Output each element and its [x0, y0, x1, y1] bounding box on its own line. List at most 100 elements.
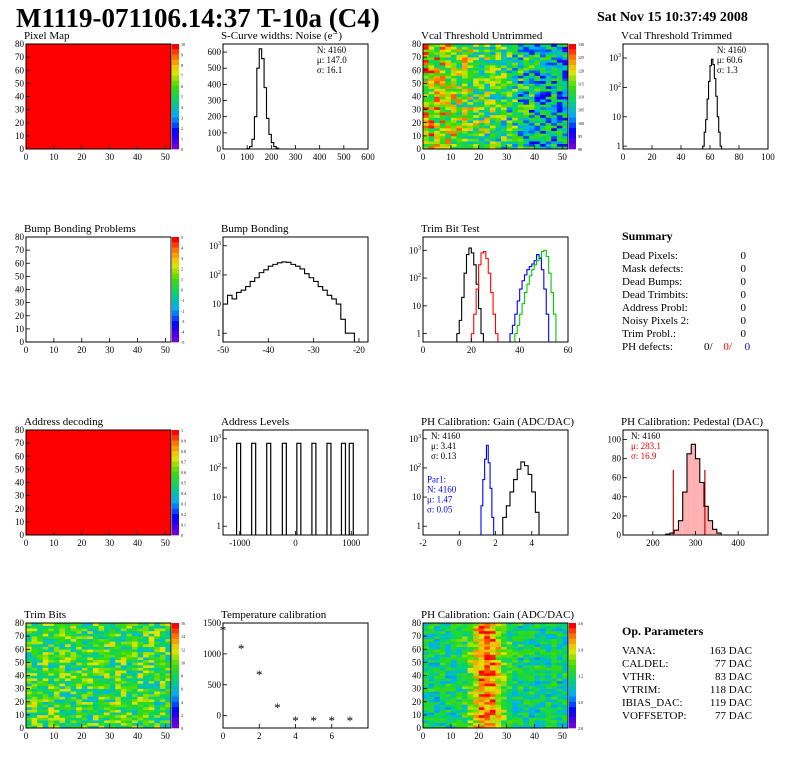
heatmap-cell [48, 651, 55, 655]
heatmap-cell [512, 722, 519, 726]
heatmap-cell [65, 720, 71, 724]
heatmap-cell [556, 59, 563, 63]
heatmap-cell [137, 644, 144, 647]
heatmap-cell [92, 725, 99, 729]
palette-cell [172, 273, 179, 280]
heatmap-cell [489, 112, 496, 116]
palette-cell [569, 49, 576, 55]
heatmap-cell [462, 122, 468, 126]
palette-cell [172, 86, 179, 92]
heatmap-cell [545, 135, 552, 139]
heatmap-cell [467, 59, 474, 63]
heatmap-cell [428, 99, 435, 103]
heatmap-cell [143, 686, 149, 689]
heatmap-cell [31, 665, 38, 668]
heatmap-cell [473, 109, 480, 113]
heatmap-cell [540, 717, 546, 721]
heatmap-cell [495, 662, 502, 666]
heatmap-cell [126, 651, 133, 655]
heatmap-cell [48, 659, 55, 663]
heatmap-cell [439, 109, 446, 113]
heatmap-cell [104, 662, 110, 666]
heatmap-cell [120, 707, 127, 710]
x-axis: 0 10 20 30 40 50 [421, 724, 567, 741]
y-tick-label: 40 [15, 92, 25, 102]
heatmap-cell [517, 707, 524, 710]
heatmap-cell [489, 701, 496, 705]
ph-defects-value-red: 0/ [723, 341, 732, 353]
heatmap-cell [462, 686, 468, 689]
y-tick-label: 60 [412, 644, 422, 654]
heatmap-cell [545, 644, 552, 647]
heatmap-cell [489, 680, 496, 684]
heatmap-cell [489, 678, 496, 682]
heatmap-cell [484, 112, 491, 116]
heatmap-cell [473, 633, 480, 637]
heatmap-cell [506, 670, 513, 674]
heatmap-cell [154, 712, 161, 716]
heatmap-cell [495, 59, 502, 63]
heatmap-cell [540, 651, 546, 655]
heatmap-cell [154, 638, 161, 642]
heatmap-cell [98, 649, 105, 653]
heatmap-cell [92, 636, 99, 640]
heatmap-cell [551, 101, 558, 105]
heatmap-cell [545, 696, 552, 700]
heatmap-cell [534, 625, 541, 629]
chart-title: Bump Bonding [221, 223, 289, 235]
heatmap-cell [523, 701, 530, 705]
heatmap-cell [148, 623, 155, 626]
heatmap-cell [126, 667, 133, 671]
heatmap-cell [489, 651, 496, 655]
palette-cell [569, 717, 576, 724]
heatmap-cell [456, 44, 463, 47]
heatmap-cell [143, 699, 149, 703]
heatmap-cell [456, 120, 463, 124]
heatmap-cell [104, 722, 110, 726]
heatmap-cell [512, 699, 519, 703]
color-palette [569, 623, 576, 729]
heatmap-cell [439, 678, 446, 682]
heatmap-cell [59, 672, 66, 676]
heatmap-cell [81, 707, 88, 710]
heatmap-cell [154, 686, 161, 689]
heatmap-cell [517, 722, 524, 726]
heatmap-cell [428, 651, 435, 655]
heatmap-cell [478, 122, 485, 126]
heatmap-cell [120, 680, 127, 684]
heatmap-cell [450, 146, 457, 150]
heatmap-cell [528, 699, 535, 703]
heatmap-cell [126, 701, 133, 705]
heatmap-cell [165, 625, 172, 629]
heatmap-cell [450, 638, 457, 642]
heatmap-cell [109, 693, 116, 697]
heatmap-cell [423, 120, 429, 124]
heatmap-cell [512, 138, 519, 142]
heatmap-cell [26, 630, 32, 634]
heatmap-cell [31, 714, 38, 718]
heatmap-cell [540, 659, 546, 663]
heatmap-cell [501, 680, 507, 684]
heatmap-cell [148, 693, 155, 697]
heatmap-cell [495, 101, 502, 105]
heatmap-cell [540, 680, 546, 684]
heatmap-cell [42, 693, 49, 697]
heatmap-cell [473, 101, 480, 105]
heatmap-cell [53, 693, 60, 697]
heatmap-cell [506, 704, 513, 708]
heatmap-cell [501, 46, 507, 50]
heatmap-cell [76, 709, 83, 713]
heatmap-cell [26, 722, 32, 726]
heatmap-cell [450, 665, 457, 668]
heatmap-cell [517, 644, 524, 647]
heatmap-cell [120, 693, 127, 697]
heatmap-cell [434, 675, 441, 679]
heatmap-cell [528, 657, 535, 661]
heatmap-cell [59, 680, 66, 684]
heatmap-cell [456, 143, 463, 147]
heatmap-cell [137, 630, 144, 634]
heatmap-cell [159, 662, 166, 666]
